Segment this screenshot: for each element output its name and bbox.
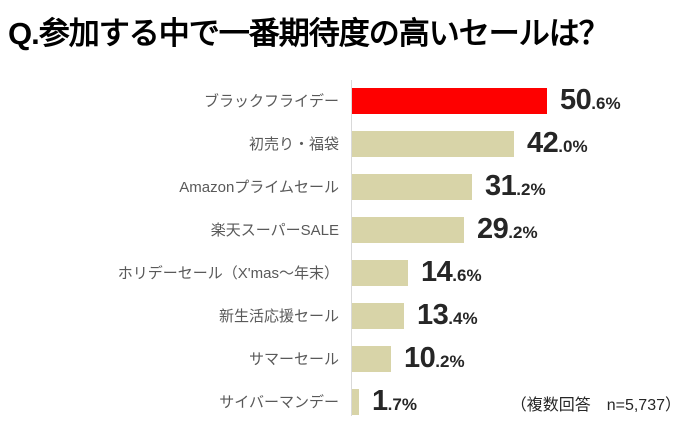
bar-row: 初売り・福袋 42.0% xyxy=(0,122,689,165)
bar-row: ブラックフライデー 50.6% xyxy=(0,79,689,122)
value-integer: 1 xyxy=(372,385,388,417)
category-label: ブラックフライデー xyxy=(203,93,339,110)
category-label: 初売り・福袋 xyxy=(248,136,339,153)
bar-row: 楽天スーパーSALE 29.2% xyxy=(0,208,689,251)
bar xyxy=(352,259,408,286)
bar-area: 10.2% xyxy=(352,337,689,380)
bar xyxy=(352,173,472,200)
bar-row: ホリデーセール（X'mas～年末） 14.6% xyxy=(0,251,689,294)
bar-area: 1.7% xyxy=(352,380,689,423)
bar xyxy=(352,345,391,372)
value-decimal: .4% xyxy=(448,309,478,328)
category-label: サマーセール xyxy=(248,351,339,368)
value-label: 13.4% xyxy=(417,301,478,330)
bar-chart: ブラックフライデー 50.6% 初売り・福袋 42.0% Amazonプライムセール 31… xyxy=(0,79,689,423)
value-integer: 50 xyxy=(560,84,592,116)
category-label: Amazonプライムセール xyxy=(179,179,339,196)
bar-row: サマーセール 10.2% xyxy=(0,337,689,380)
bar-row: Amazonプライムセール 31.2% xyxy=(0,165,689,208)
bar-highlighted xyxy=(352,87,547,114)
value-label: 1.7% xyxy=(372,387,417,416)
value-integer: 31 xyxy=(485,170,517,202)
bar-area: 31.2% xyxy=(352,165,689,208)
bar-area: 14.6% xyxy=(352,251,689,294)
bar-rows: ブラックフライデー 50.6% 初売り・福袋 42.0% Amazonプライムセール 31… xyxy=(0,79,689,423)
footnote: （複数回答 n=5,737） xyxy=(510,397,681,414)
value-decimal: .6% xyxy=(452,266,482,285)
y-axis-line xyxy=(351,80,352,416)
value-label: 31.2% xyxy=(485,172,546,201)
value-integer: 42 xyxy=(527,127,559,159)
category-label: サイバーマンデー xyxy=(219,394,339,411)
value-decimal: .7% xyxy=(387,395,417,414)
bar-area: 42.0% xyxy=(352,122,689,165)
value-decimal: .2% xyxy=(508,223,538,242)
value-decimal: .2% xyxy=(435,352,465,371)
category-label: ホリデーセール（X'mas～年末） xyxy=(117,265,339,282)
value-label: 50.6% xyxy=(560,86,621,115)
value-decimal: .6% xyxy=(591,94,621,113)
bar-row: 新生活応援セール 13.4% xyxy=(0,294,689,337)
value-integer: 29 xyxy=(477,213,509,245)
value-label: 14.6% xyxy=(421,258,482,287)
category-label: 楽天スーパーSALE xyxy=(210,222,339,239)
value-integer: 13 xyxy=(417,299,449,331)
value-label: 42.0% xyxy=(527,129,588,158)
page-title: Q.参加する中で一番期待度の高いセールは？ xyxy=(8,16,610,51)
bar-area: 13.4% xyxy=(352,294,689,337)
value-label: 29.2% xyxy=(477,215,538,244)
bar xyxy=(352,130,514,157)
bar-row: サイバーマンデー 1.7% xyxy=(0,380,689,423)
value-label: 10.2% xyxy=(404,344,465,373)
value-decimal: .0% xyxy=(558,137,588,156)
value-integer: 14 xyxy=(421,256,453,288)
bar-area: 50.6% xyxy=(352,79,689,122)
bar xyxy=(352,302,404,329)
value-integer: 10 xyxy=(404,342,436,374)
bar-area: 29.2% xyxy=(352,208,689,251)
category-label: 新生活応援セール xyxy=(218,308,339,325)
bar xyxy=(352,388,359,415)
value-decimal: .2% xyxy=(516,180,546,199)
bar xyxy=(352,216,464,243)
